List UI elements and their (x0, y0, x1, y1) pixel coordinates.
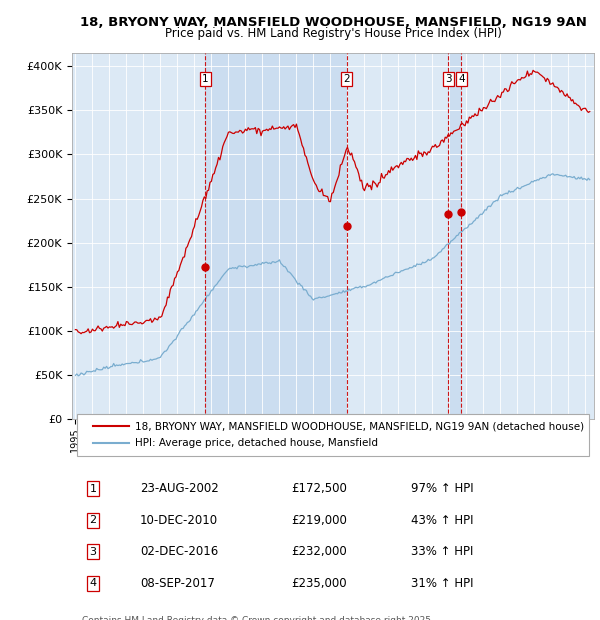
Text: 2: 2 (343, 74, 350, 84)
Text: £232,000: £232,000 (291, 545, 347, 558)
Text: 97% ↑ HPI: 97% ↑ HPI (412, 482, 474, 495)
FancyBboxPatch shape (77, 414, 589, 456)
Text: 1: 1 (202, 74, 209, 84)
Text: 1: 1 (89, 484, 97, 494)
Bar (205, 53, 347, 420)
Text: 10-DEC-2010: 10-DEC-2010 (140, 514, 218, 527)
Text: 3: 3 (89, 547, 97, 557)
Text: 33% ↑ HPI: 33% ↑ HPI (412, 545, 473, 558)
Text: £235,000: £235,000 (291, 577, 347, 590)
Text: 3: 3 (445, 74, 451, 84)
Text: 4: 4 (89, 578, 97, 588)
Text: 18, BRYONY WAY, MANSFIELD WOODHOUSE, MANSFIELD, NG19 9AN: 18, BRYONY WAY, MANSFIELD WOODHOUSE, MAN… (80, 16, 586, 29)
Text: Price paid vs. HM Land Registry's House Price Index (HPI): Price paid vs. HM Land Registry's House … (164, 27, 502, 40)
Text: £172,500: £172,500 (291, 482, 347, 495)
Text: 31% ↑ HPI: 31% ↑ HPI (412, 577, 474, 590)
Text: 18, BRYONY WAY, MANSFIELD WOODHOUSE, MANSFIELD, NG19 9AN (detached house): 18, BRYONY WAY, MANSFIELD WOODHOUSE, MAN… (134, 421, 584, 432)
Text: Contains HM Land Registry data © Crown copyright and database right 2025.: Contains HM Land Registry data © Crown c… (82, 616, 434, 620)
Text: 2: 2 (89, 515, 97, 525)
Text: 08-SEP-2017: 08-SEP-2017 (140, 577, 215, 590)
Text: 4: 4 (458, 74, 464, 84)
Text: £219,000: £219,000 (291, 514, 347, 527)
Text: 02-DEC-2016: 02-DEC-2016 (140, 545, 218, 558)
Text: HPI: Average price, detached house, Mansfield: HPI: Average price, detached house, Mans… (134, 438, 377, 448)
Text: 43% ↑ HPI: 43% ↑ HPI (412, 514, 474, 527)
Text: 23-AUG-2002: 23-AUG-2002 (140, 482, 218, 495)
Bar (448, 53, 461, 420)
